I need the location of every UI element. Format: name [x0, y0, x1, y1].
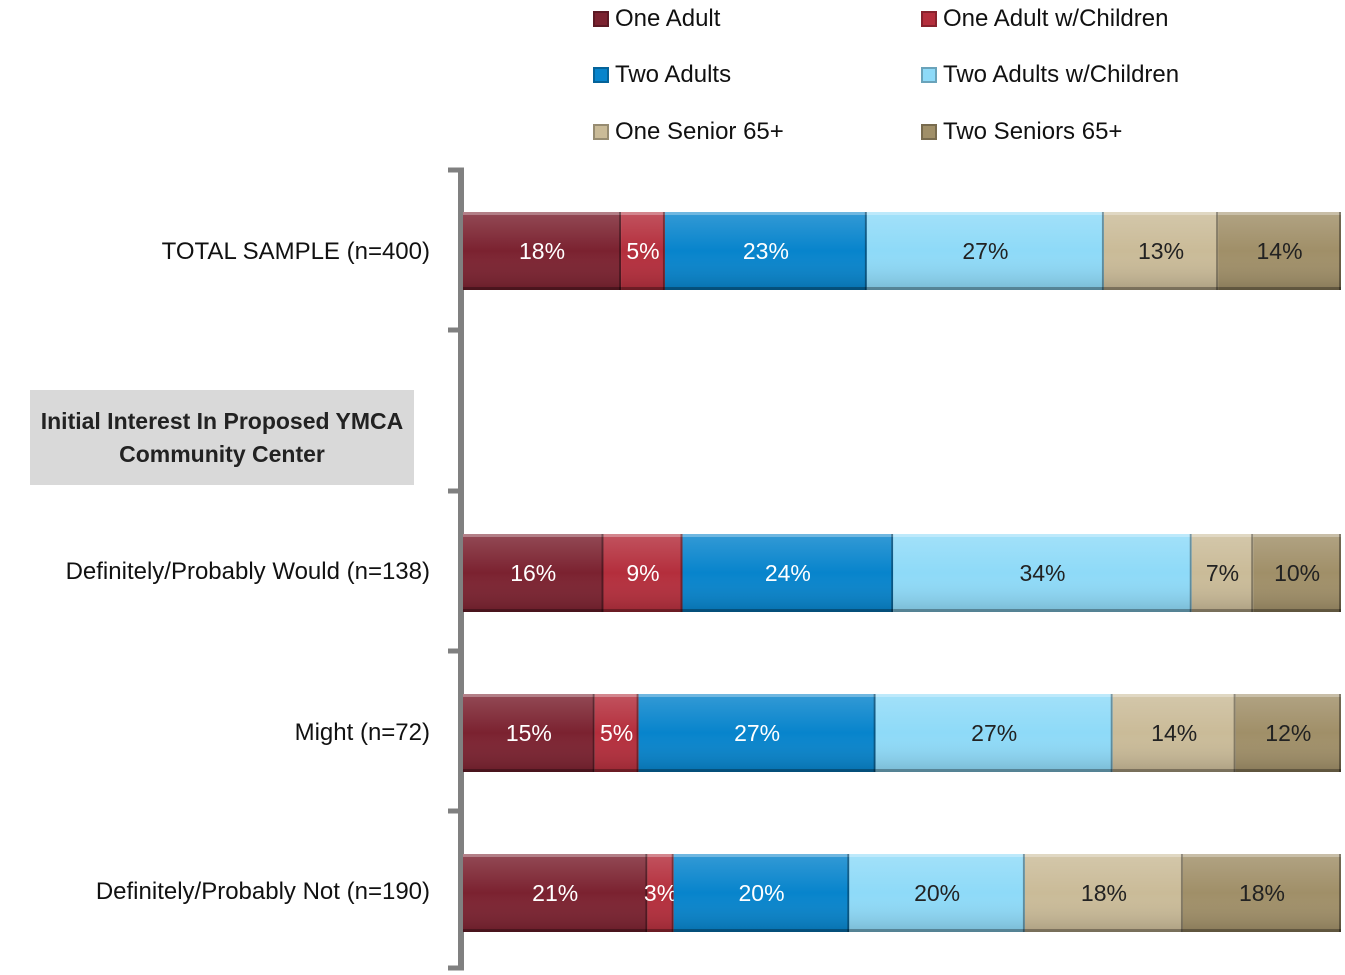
category-label: TOTAL SAMPLE (n=400): [161, 238, 430, 265]
bar-data-label: 18%: [1239, 880, 1285, 906]
legend-label: One Adult w/Children: [943, 5, 1169, 32]
legend-item: Two Adults: [593, 60, 731, 90]
bar-segment: [866, 212, 1104, 290]
bar-data-label: 3%: [644, 880, 677, 906]
bar-segment: [463, 854, 648, 932]
bar-data-label: 27%: [962, 238, 1008, 264]
bar-data-label: 9%: [626, 560, 659, 586]
bar-data-label: 13%: [1138, 238, 1184, 264]
legend-swatch: [593, 124, 609, 140]
legend-label: Two Adults: [615, 61, 732, 88]
bar-data-label: 15%: [506, 720, 552, 746]
legend-swatch: [921, 67, 937, 83]
bar-segment: [1218, 212, 1341, 290]
legend-item: One Adult w/Children: [921, 4, 1168, 34]
bar-data-label: 16%: [510, 560, 556, 586]
bar-data-label: 27%: [971, 720, 1017, 746]
bar-segment: [638, 694, 876, 772]
bar-segment: [594, 694, 639, 772]
legend-swatch: [921, 124, 937, 140]
bar-segment: [1191, 534, 1254, 612]
legend-item: One Senior 65+: [593, 117, 784, 147]
bar-segment: [1024, 854, 1183, 932]
legend-item: One Adult: [593, 4, 720, 34]
legend-label: Two Adults w/Children: [943, 61, 1180, 88]
bar-data-label: 20%: [738, 880, 784, 906]
bar-data-label: 7%: [1206, 560, 1239, 586]
bar-segment: [893, 534, 1192, 612]
bar-segment: [463, 534, 604, 612]
bar-data-label: 20%: [914, 880, 960, 906]
bar-segment: [1253, 534, 1341, 612]
bar-segment: [603, 534, 683, 612]
legend-swatch: [593, 11, 609, 27]
bar-segment: [647, 854, 674, 932]
bar-segment: [463, 694, 595, 772]
bar-data-label: 24%: [765, 560, 811, 586]
bar-segment: [849, 854, 1025, 932]
bar-segment: [682, 534, 894, 612]
section-label-box: Initial Interest In Proposed YMCA Commun…: [30, 390, 414, 485]
bar-segment: [1235, 694, 1341, 772]
bar-segment: [1103, 212, 1219, 290]
bar-segment: [1182, 854, 1341, 932]
bar-data-label: 12%: [1265, 720, 1311, 746]
bar-data-label: 34%: [1019, 560, 1065, 586]
bar-segment: [664, 212, 867, 290]
bar-segment: [875, 694, 1113, 772]
bar-segment: [1112, 694, 1236, 772]
bar-segment: [621, 212, 665, 290]
legend-swatch: [593, 67, 609, 83]
bar-data-label: 23%: [743, 238, 789, 264]
legend-item: Two Seniors 65+: [921, 117, 1122, 147]
bar-data-label: 5%: [626, 238, 659, 264]
legend-item: Two Adults w/Children: [921, 60, 1179, 90]
bar-data-label: 18%: [1081, 880, 1127, 906]
legend-label: One Senior 65+: [615, 118, 784, 145]
legend-swatch: [921, 11, 937, 27]
category-label: Definitely/Probably Not (n=190): [95, 878, 430, 905]
category-label: Definitely/Probably Would (n=138): [65, 558, 430, 585]
category-label: Might (n=72): [294, 719, 430, 746]
bar-data-label: 14%: [1151, 720, 1197, 746]
bar-data-label: 27%: [734, 720, 780, 746]
legend-label: Two Seniors 65+: [943, 118, 1123, 145]
bar-segment: [673, 854, 850, 932]
bar-data-label: 18%: [519, 238, 565, 264]
bar-data-label: 21%: [532, 880, 578, 906]
bar-data-label: 10%: [1274, 560, 1320, 586]
section-label: Initial Interest In Proposed YMCA Commun…: [40, 407, 404, 467]
legend-label: One Adult: [615, 5, 721, 32]
bar-data-label: 14%: [1257, 238, 1303, 264]
bar-segment: [463, 212, 622, 290]
bar-data-label: 5%: [600, 720, 633, 746]
